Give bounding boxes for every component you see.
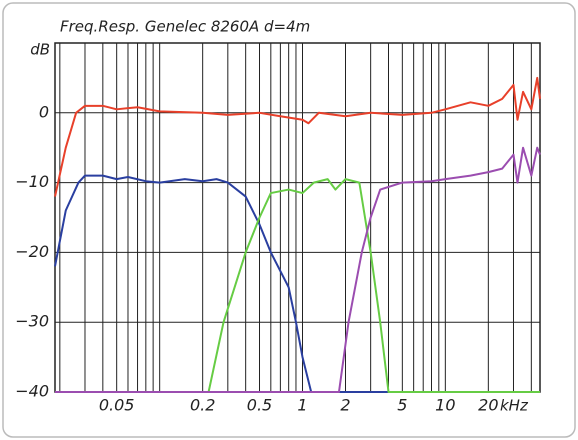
y-axis-label: dB <box>30 41 50 59</box>
y-tick-label: −10 <box>15 172 49 191</box>
response-line <box>54 174 540 393</box>
response-line <box>55 146 541 393</box>
chart-title: Freq.Resp. Genelec 8260A d=4m <box>60 18 310 36</box>
y-tick-label: 0 <box>39 102 49 121</box>
x-axis-unit: kHz <box>500 397 529 415</box>
x-tick-label: 2 <box>340 396 350 415</box>
y-tick-label: −20 <box>15 242 49 261</box>
x-tick-label: 20 <box>478 396 498 415</box>
response-line <box>54 76 541 197</box>
x-tick-label: 0.5 <box>247 396 272 415</box>
x-tick-label: 0.05 <box>99 396 135 415</box>
x-tick-label: 5 <box>397 396 407 415</box>
x-tick-label: 0.2 <box>190 396 215 415</box>
response-line <box>55 178 540 393</box>
y-tick-label: −30 <box>15 312 49 331</box>
x-tick-label: 10 <box>435 396 455 415</box>
y-tick-label: −40 <box>15 382 49 401</box>
x-tick-label: 1 <box>297 396 307 415</box>
